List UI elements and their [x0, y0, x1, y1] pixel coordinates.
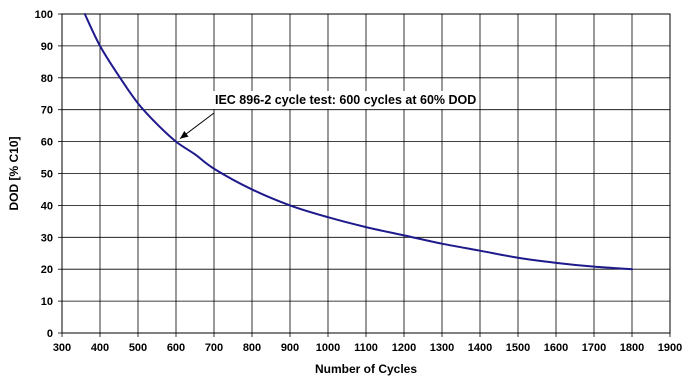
x-tick-label: 600: [167, 342, 185, 354]
x-tick-label: 1700: [582, 342, 606, 354]
x-tick-label: 1500: [506, 342, 530, 354]
annotation-text: IEC 896-2 cycle test: 600 cycles at 60% …: [215, 93, 476, 107]
x-tick-label: 1800: [620, 342, 644, 354]
x-tick-label: 700: [205, 342, 223, 354]
x-tick-label: 900: [281, 342, 299, 354]
y-tick-label: 90: [41, 41, 53, 53]
x-tick-label: 500: [129, 342, 147, 354]
x-tick-label: 1200: [392, 342, 416, 354]
annotation: IEC 896-2 cycle test: 600 cycles at 60% …: [179, 91, 480, 139]
y-tick-label: 60: [41, 137, 53, 149]
grid: [58, 13, 671, 337]
y-tick-label: 80: [41, 73, 53, 85]
x-tick-label: 1600: [544, 342, 568, 354]
y-tick-label: 40: [41, 200, 53, 212]
y-tick-label: 50: [41, 169, 53, 181]
series-line: [83, 13, 633, 271]
x-tick-label: 1400: [468, 342, 492, 354]
x-tick-label: 400: [91, 342, 109, 354]
plot-area-border: [61, 13, 671, 334]
x-tick-label: 1100: [354, 342, 378, 354]
y-axis-title: DOD [% C10]: [7, 136, 21, 210]
y-tick-label: 10: [41, 296, 53, 308]
x-axis-title: Number of Cycles: [315, 362, 417, 376]
y-tick-label: 0: [47, 328, 53, 340]
x-tick-label: 1300: [430, 342, 454, 354]
x-tick-label: 1900: [658, 342, 682, 354]
x-tick-label: 1000: [316, 342, 340, 354]
plot-lines: [83, 13, 633, 271]
x-tick-label: 800: [243, 342, 261, 354]
annotation-arrowhead: [180, 130, 189, 139]
annotation-background: [212, 91, 480, 109]
y-tick-label: 30: [41, 232, 53, 244]
x-tick-label: 300: [53, 342, 71, 354]
y-tick-label: 20: [41, 264, 53, 276]
y-tick-label: 100: [35, 9, 53, 21]
y-tick-label: 70: [41, 105, 53, 117]
tick-labels: 0 10 20 30 40 50 60 70 80 90 100 300 400 500 600 700 800…: [35, 9, 683, 354]
